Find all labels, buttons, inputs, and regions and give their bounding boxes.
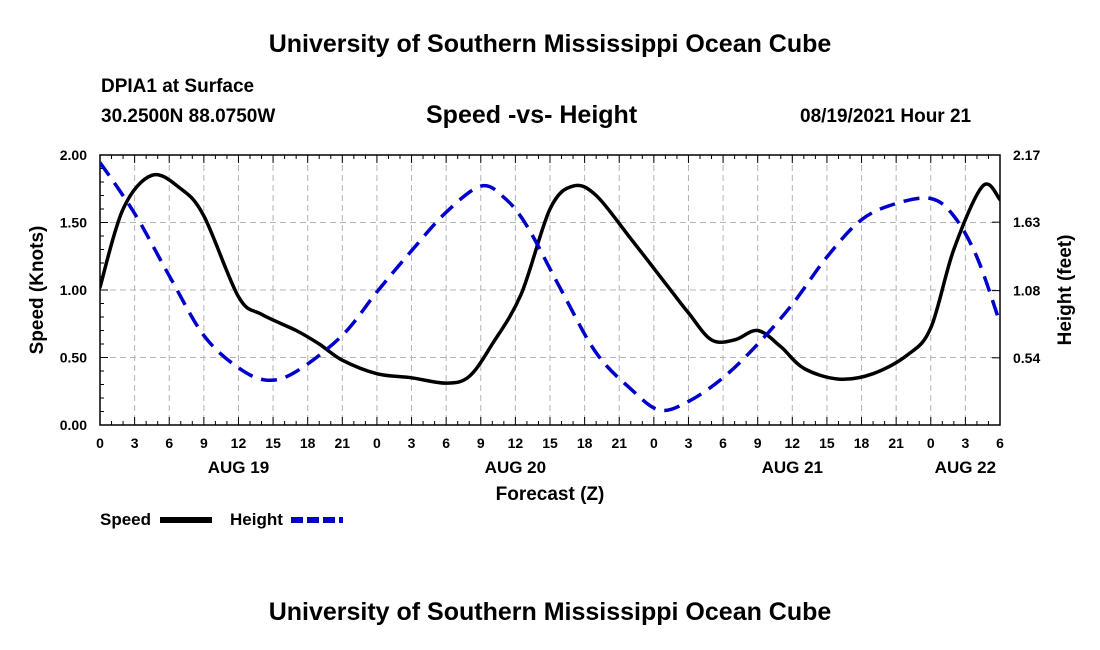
date-label: AUG 20 bbox=[485, 458, 546, 477]
x-tick-label: 18 bbox=[577, 435, 593, 451]
x-tick-label: 3 bbox=[408, 435, 416, 451]
x-tick-label: 15 bbox=[819, 435, 835, 451]
x-tick-label: 0 bbox=[650, 435, 658, 451]
series-line-height bbox=[100, 161, 1000, 413]
y-tick-label: 0.00 bbox=[60, 417, 87, 433]
y2-tick-label: 1.08 bbox=[1013, 283, 1040, 299]
x-tick-label: 0 bbox=[927, 435, 935, 451]
series-line-speed bbox=[100, 172, 1000, 385]
x-tick-label: 9 bbox=[477, 435, 485, 451]
y2-tick-label: 2.17 bbox=[1013, 147, 1040, 163]
x-tick-label: 6 bbox=[442, 435, 450, 451]
x-tick-label: 6 bbox=[996, 435, 1004, 451]
x-tick-label: 3 bbox=[131, 435, 139, 451]
grid bbox=[100, 155, 1000, 425]
x-tick-label: 9 bbox=[200, 435, 208, 451]
y2-axis-label: Height (feet) bbox=[1055, 235, 1076, 346]
date-label: AUG 19 bbox=[208, 458, 269, 477]
date-label: AUG 22 bbox=[935, 458, 996, 477]
x-tick-label: 15 bbox=[542, 435, 558, 451]
legend-label-speed: Speed bbox=[100, 510, 151, 529]
forecast-datetime: 08/19/2021 Hour 21 bbox=[800, 106, 972, 127]
y-tick-label: 0.50 bbox=[60, 350, 87, 366]
station-label: DPIA1 at Surface bbox=[101, 76, 255, 97]
x-tick-label: 21 bbox=[888, 435, 904, 451]
legend: Speed Height bbox=[100, 510, 343, 529]
legend-label-height: Height bbox=[230, 510, 283, 529]
y2-tick-label: 0.54 bbox=[1013, 350, 1040, 366]
x-tick-label: 21 bbox=[335, 435, 351, 451]
x-tick-label: 3 bbox=[961, 435, 969, 451]
x-tick-label: 0 bbox=[373, 435, 381, 451]
date-label: AUG 21 bbox=[762, 458, 823, 477]
x-tick-label: 6 bbox=[719, 435, 727, 451]
footer-title: University of Southern Mississippi Ocean… bbox=[268, 598, 832, 626]
x-axis-label: Forecast (Z) bbox=[496, 484, 605, 505]
y-tick-label: 1.00 bbox=[60, 282, 87, 298]
x-tick-label: 18 bbox=[854, 435, 870, 451]
y-axis-label: Speed (Knots) bbox=[27, 226, 48, 355]
coordinates-label: 30.2500N 88.0750W bbox=[101, 106, 276, 127]
x-tick-label: 9 bbox=[754, 435, 762, 451]
y-tick-label: 2.00 bbox=[60, 147, 87, 163]
x-tick-label: 21 bbox=[611, 435, 627, 451]
x-tick-label: 18 bbox=[300, 435, 316, 451]
chart-title: Speed -vs- Height bbox=[426, 101, 638, 129]
x-tick-label: 6 bbox=[165, 435, 173, 451]
x-tick-label: 15 bbox=[265, 435, 281, 451]
x-tick-label: 12 bbox=[231, 435, 247, 451]
x-tick-label: 3 bbox=[685, 435, 693, 451]
y2-tick-label: 1.63 bbox=[1013, 214, 1040, 230]
series bbox=[100, 161, 1000, 413]
y-tick-label: 1.50 bbox=[60, 215, 87, 231]
x-tick-label: 12 bbox=[508, 435, 524, 451]
x-tick-label: 0 bbox=[96, 435, 104, 451]
axis-labels: 0 3 6 9 12 15 18 21 0 3 6 9 12 15 18 21 0 3 6 9 12 15 18 21 0 3 6A… bbox=[27, 147, 1076, 505]
x-tick-label: 12 bbox=[785, 435, 801, 451]
page-title: University of Southern Mississippi Ocean… bbox=[268, 30, 832, 58]
axes bbox=[99, 154, 1001, 426]
